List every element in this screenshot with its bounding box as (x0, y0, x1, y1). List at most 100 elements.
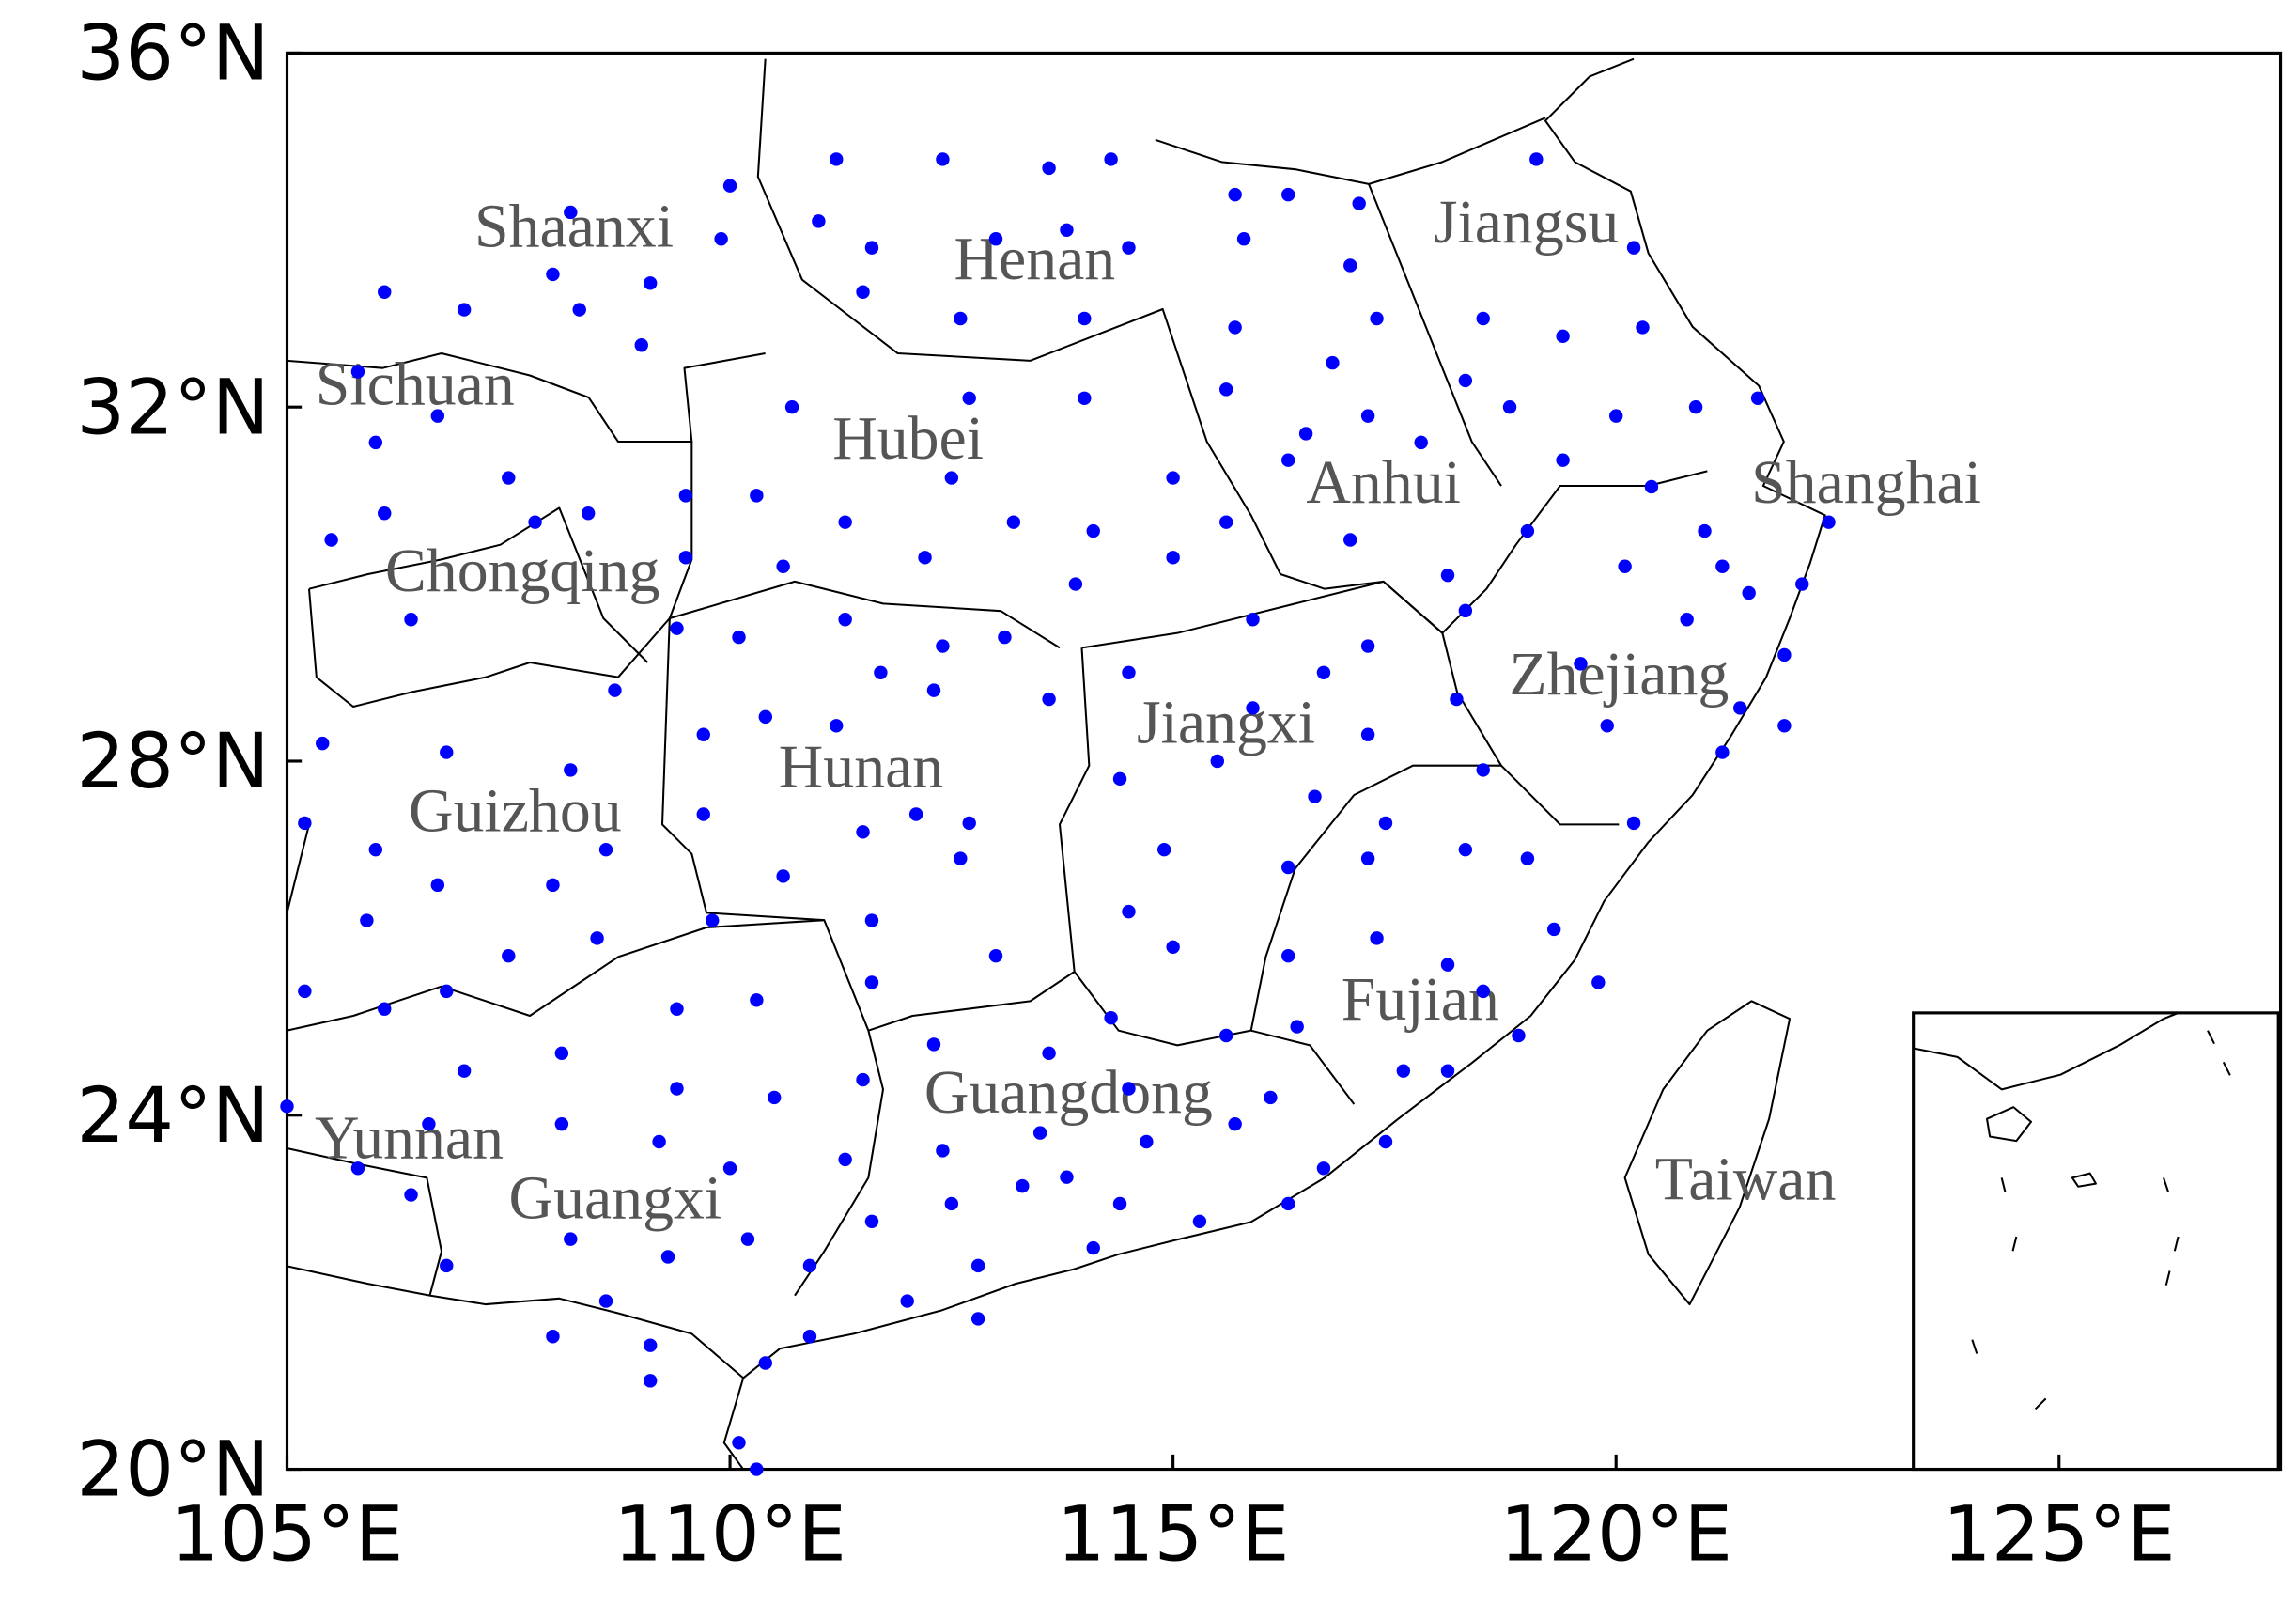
station (988, 232, 1003, 246)
station (1219, 382, 1233, 397)
station (634, 338, 648, 352)
station (652, 1134, 666, 1149)
station (564, 763, 578, 777)
station (1122, 665, 1136, 679)
station (944, 471, 959, 485)
station (856, 1072, 870, 1087)
y-tick-label: 20°N (76, 1426, 269, 1515)
inset-coast (1913, 1011, 2180, 1091)
station (554, 1116, 569, 1131)
station (1281, 453, 1295, 467)
station (856, 825, 870, 839)
station (1290, 1020, 1304, 1034)
station (1370, 311, 1384, 326)
taiwan (1623, 1000, 1792, 1306)
x-tick-label: 125°E (1943, 1490, 2176, 1580)
station (1281, 1196, 1295, 1211)
station (1618, 559, 1632, 573)
station (430, 878, 445, 893)
station (1166, 471, 1180, 485)
station (1370, 931, 1384, 945)
station (378, 506, 392, 521)
station (404, 1188, 418, 1202)
station (1112, 1196, 1127, 1211)
station (988, 949, 1003, 963)
station (784, 399, 799, 414)
station (705, 913, 720, 927)
station (1733, 701, 1747, 715)
station (1396, 1064, 1411, 1078)
station (316, 736, 330, 751)
province-border (287, 1147, 443, 1296)
station (1556, 453, 1570, 467)
province-label: Shaanxi (474, 193, 674, 261)
station (643, 1374, 658, 1388)
station (678, 489, 693, 503)
coastline (722, 57, 1826, 1471)
station (1626, 816, 1641, 831)
station (1777, 719, 1792, 733)
province-label: Jiangsu (1434, 188, 1619, 257)
station (1360, 639, 1375, 653)
station (936, 1144, 950, 1158)
station (1626, 241, 1641, 255)
station (1352, 196, 1366, 210)
station (1192, 1214, 1207, 1229)
station (1476, 311, 1490, 326)
station (670, 621, 684, 635)
province-label: Zhejiang (1509, 640, 1729, 709)
station (838, 613, 852, 627)
station (546, 878, 560, 893)
station (1795, 577, 1809, 591)
station (802, 1258, 817, 1273)
station (678, 551, 693, 565)
station (1644, 479, 1659, 494)
province-label: Fujian (1342, 965, 1499, 1034)
station (440, 1258, 454, 1273)
station (1440, 568, 1455, 583)
inset-frame (1912, 1011, 2280, 1472)
province-label: Guangdong (924, 1058, 1213, 1127)
station (936, 639, 950, 653)
station (1715, 559, 1730, 573)
station (1210, 754, 1224, 769)
y-tick-label: 36°N (76, 9, 269, 99)
station (750, 1462, 764, 1476)
station (1476, 984, 1490, 999)
station (280, 1099, 294, 1114)
station (838, 515, 852, 529)
station (776, 869, 790, 883)
station (590, 931, 604, 945)
station (1360, 727, 1375, 741)
province-label: Hunan (779, 733, 943, 802)
station (1104, 1010, 1118, 1025)
station (378, 1002, 392, 1016)
station (440, 745, 454, 759)
station (758, 709, 772, 725)
station (1688, 399, 1703, 414)
station (1591, 975, 1606, 989)
station (581, 506, 596, 521)
station (643, 1338, 658, 1352)
station (732, 1436, 746, 1450)
station (936, 152, 950, 166)
station (430, 409, 445, 423)
station (608, 683, 622, 697)
station (1343, 258, 1357, 273)
station (1060, 223, 1074, 238)
station (802, 1330, 817, 1344)
station (768, 1090, 782, 1105)
province-label: Anhui (1306, 448, 1461, 517)
station (324, 533, 338, 547)
station (864, 975, 879, 989)
province-label: Jiangxi (1137, 689, 1315, 757)
station (350, 1161, 365, 1176)
station (1458, 842, 1473, 857)
station (1104, 152, 1118, 166)
station (1458, 373, 1473, 388)
province-label: Shanghai (1751, 448, 1981, 517)
station (1042, 1046, 1056, 1061)
station (1281, 187, 1295, 202)
province-label: Yunnan (315, 1103, 504, 1172)
